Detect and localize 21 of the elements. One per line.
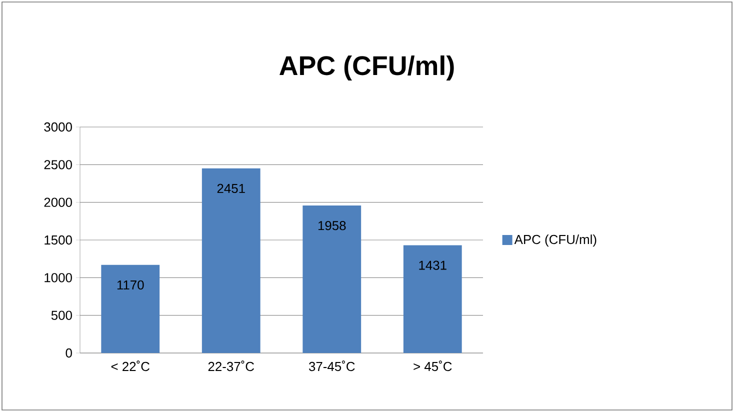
chart-title: APC (CFU/ml) (280, 55, 454, 81)
y-tick-label: 500 (51, 310, 72, 320)
legend-label: APC (CFU/ml) (514, 234, 596, 247)
y-tick-label: 1000 (44, 273, 72, 282)
bar (101, 264, 160, 353)
data-label: 1958 (318, 221, 346, 230)
y-tick-label: 2500 (44, 160, 72, 170)
y-tick-label: 0 (66, 348, 72, 358)
x-tick-label: < 22˚C (111, 360, 150, 372)
bar (403, 245, 462, 353)
data-label: 2451 (217, 184, 245, 194)
x-tick-label: 37-45˚C (308, 360, 355, 372)
y-tick-label: 3000 (44, 122, 72, 132)
x-tick-label: > 45˚C (414, 360, 452, 372)
data-label: 1170 (117, 280, 144, 290)
bar (302, 205, 362, 353)
y-tick-label: 1500 (44, 235, 72, 245)
y-tick-label: 2000 (44, 198, 72, 207)
x-tick-label: 22-37˚C (208, 360, 254, 372)
data-label: 1431 (419, 260, 446, 270)
bar (202, 168, 260, 353)
